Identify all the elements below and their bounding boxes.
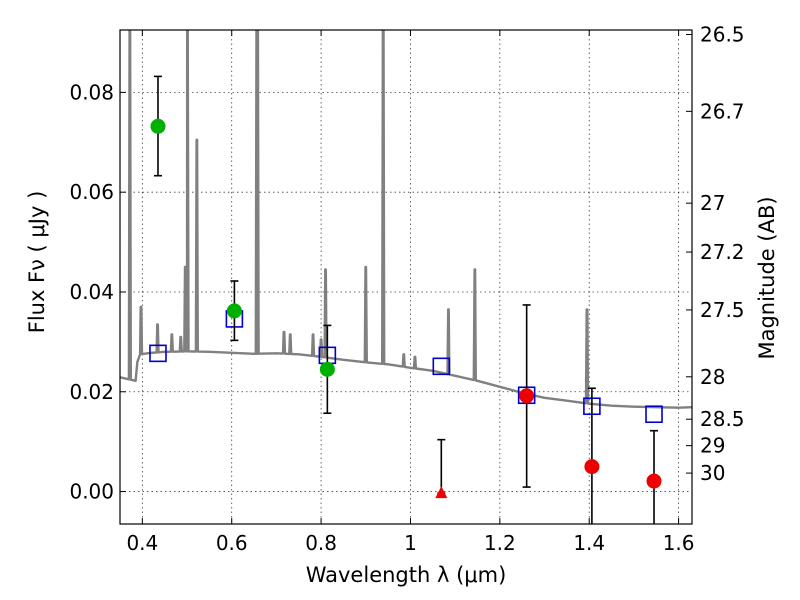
model-spectrum-line <box>120 30 692 409</box>
y2-tick-label: 27.5 <box>700 298 745 322</box>
nondetection-point <box>519 388 535 404</box>
model-photometry-point <box>432 357 451 376</box>
y2-tick-label: 26.5 <box>700 22 745 46</box>
x-axis-label: Wavelength λ (μm) <box>306 563 507 587</box>
detection-point <box>319 361 335 377</box>
plot-frame <box>119 29 693 525</box>
y-tick-label: 0.00 <box>69 480 114 504</box>
x-tick-label: 1 <box>404 531 417 555</box>
y-tick-label: 0.08 <box>69 80 114 104</box>
x-tick-label: 1.2 <box>484 531 516 555</box>
detection-point <box>150 118 166 134</box>
y-tick-label: 0.02 <box>69 380 114 404</box>
y-tick-label: 0.04 <box>69 280 114 304</box>
x-tick-label: 1.6 <box>663 531 695 555</box>
y2-tick-label: 27.2 <box>700 240 745 264</box>
y2-tick-label: 27 <box>700 191 725 215</box>
y2-tick-label: 28 <box>700 365 725 389</box>
x-tick-label: 0.4 <box>126 531 158 555</box>
nondetection-point <box>646 473 662 489</box>
detection-point <box>226 303 242 319</box>
x-tick-label: 1.4 <box>573 531 605 555</box>
y2-tick-label: 30 <box>700 461 725 485</box>
plot-area <box>120 30 692 524</box>
nondetection-point <box>584 459 600 475</box>
axis-ticks: 0.4 0.6 0.8 1 1.2 1.4 1.6 0.00 0.02 0.04 0.06 0.08 2… <box>69 22 744 555</box>
y-tick-label: 0.06 <box>69 180 114 204</box>
y2-tick-label: 26.7 <box>700 99 745 123</box>
y2-tick-label: 28.5 <box>700 407 745 431</box>
x-tick-label: 0.6 <box>216 531 248 555</box>
y2-axis-label: Magnitude (AB) <box>755 196 779 359</box>
y2-tick-label: 29 <box>700 434 725 458</box>
y-axis-label: Flux Fν ( μJy ) <box>25 191 49 334</box>
grid <box>120 30 692 524</box>
model-photometry-point <box>149 344 167 363</box>
x-tick-label: 0.8 <box>305 531 337 555</box>
model-photometry-point <box>645 405 663 424</box>
nondetection-triangle <box>435 486 448 499</box>
